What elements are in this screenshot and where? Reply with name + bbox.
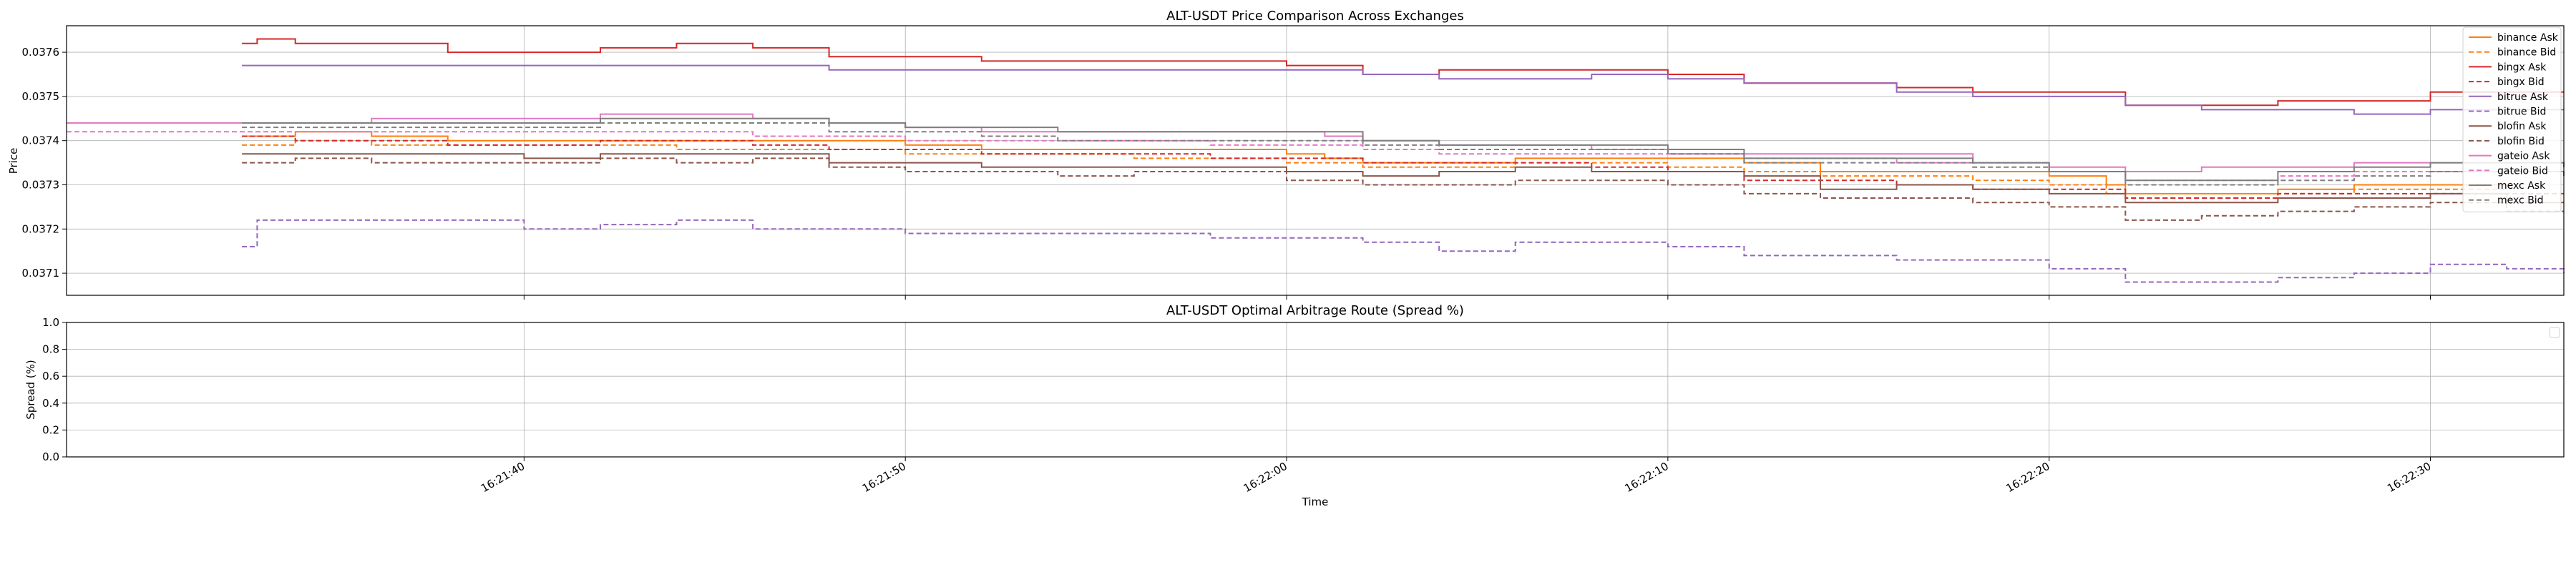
price-series-line (242, 135, 2564, 199)
price-chart-y-label: Price (7, 148, 20, 174)
price-series-line (242, 64, 2564, 115)
spread-chart-empty-legend (2549, 327, 2560, 338)
legend-box (2462, 26, 2562, 212)
price-y-tick-label: 0.0371 (22, 267, 60, 280)
legend-entry: blofin Bid (2497, 136, 2545, 147)
price-y-tick-label: 0.0373 (22, 178, 60, 191)
price-y-tick-label: 0.0374 (22, 134, 60, 147)
spread-chart-y-label: Spread (%) (24, 360, 37, 420)
price-series-line (242, 139, 2507, 199)
price-series-line (242, 153, 2564, 204)
price-chart-y-ticks: 0.0371 0.0372 0.0373 0.0374 0.0375 0.0376 (22, 46, 67, 280)
price-chart-legend: binance Ask binance Bid bingx Ask bingx Bid… (2462, 26, 2562, 212)
legend-entry: mexc Ask (2497, 180, 2546, 192)
price-chart-panel: ALT-USDT Price Comparison Across Exchang… (7, 9, 2565, 300)
spread-y-tick-label: 0.0 (42, 450, 59, 463)
legend-entry: gateio Bid (2497, 165, 2548, 177)
spread-y-tick-label: 0.6 (42, 370, 59, 383)
price-series-line (242, 157, 2564, 221)
legend-entry: gateio Ask (2497, 151, 2550, 162)
price-chart-frame (66, 25, 2565, 296)
legend-entry: binance Bid (2497, 47, 2556, 59)
spread-y-tick-label: 0.2 (42, 423, 59, 436)
legend-entry: bitrue Ask (2497, 92, 2549, 103)
spread-chart-title: ALT-USDT Optimal Arbitrage Route (Spread… (1166, 303, 1464, 318)
price-y-tick-label: 0.0376 (22, 46, 60, 59)
price-series-line (242, 219, 2565, 283)
price-series-line (242, 122, 2565, 186)
legend-entry: mexc Bid (2497, 195, 2544, 207)
legend-entry: blofin Ask (2497, 121, 2547, 132)
price-chart-title: ALT-USDT Price Comparison Across Exchang… (1166, 9, 1464, 24)
price-chart-series-lines (67, 38, 2565, 283)
spread-y-tick-label: 0.8 (42, 343, 59, 356)
legend-entry: binance Ask (2497, 32, 2559, 44)
legend-entry: bingx Ask (2497, 61, 2547, 73)
spread-chart-y-ticks: 0.0 0.2 0.4 0.6 0.8 1.0 (42, 316, 67, 463)
spread-y-tick-label: 1.0 (42, 316, 59, 329)
price-series-line (242, 117, 2565, 182)
price-y-tick-label: 0.0372 (22, 222, 60, 235)
spread-chart-frame (66, 322, 2565, 458)
legend-entry: bitrue Bid (2497, 107, 2546, 118)
spread-y-tick-label: 0.4 (42, 397, 59, 410)
legend-entry: bingx Bid (2497, 77, 2545, 88)
spread-chart-x-label: Time (1302, 495, 1329, 508)
price-y-tick-label: 0.0375 (22, 90, 60, 103)
